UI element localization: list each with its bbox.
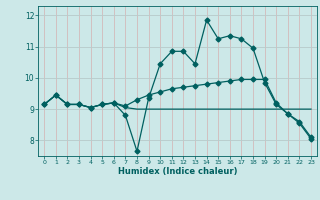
X-axis label: Humidex (Indice chaleur): Humidex (Indice chaleur) (118, 167, 237, 176)
